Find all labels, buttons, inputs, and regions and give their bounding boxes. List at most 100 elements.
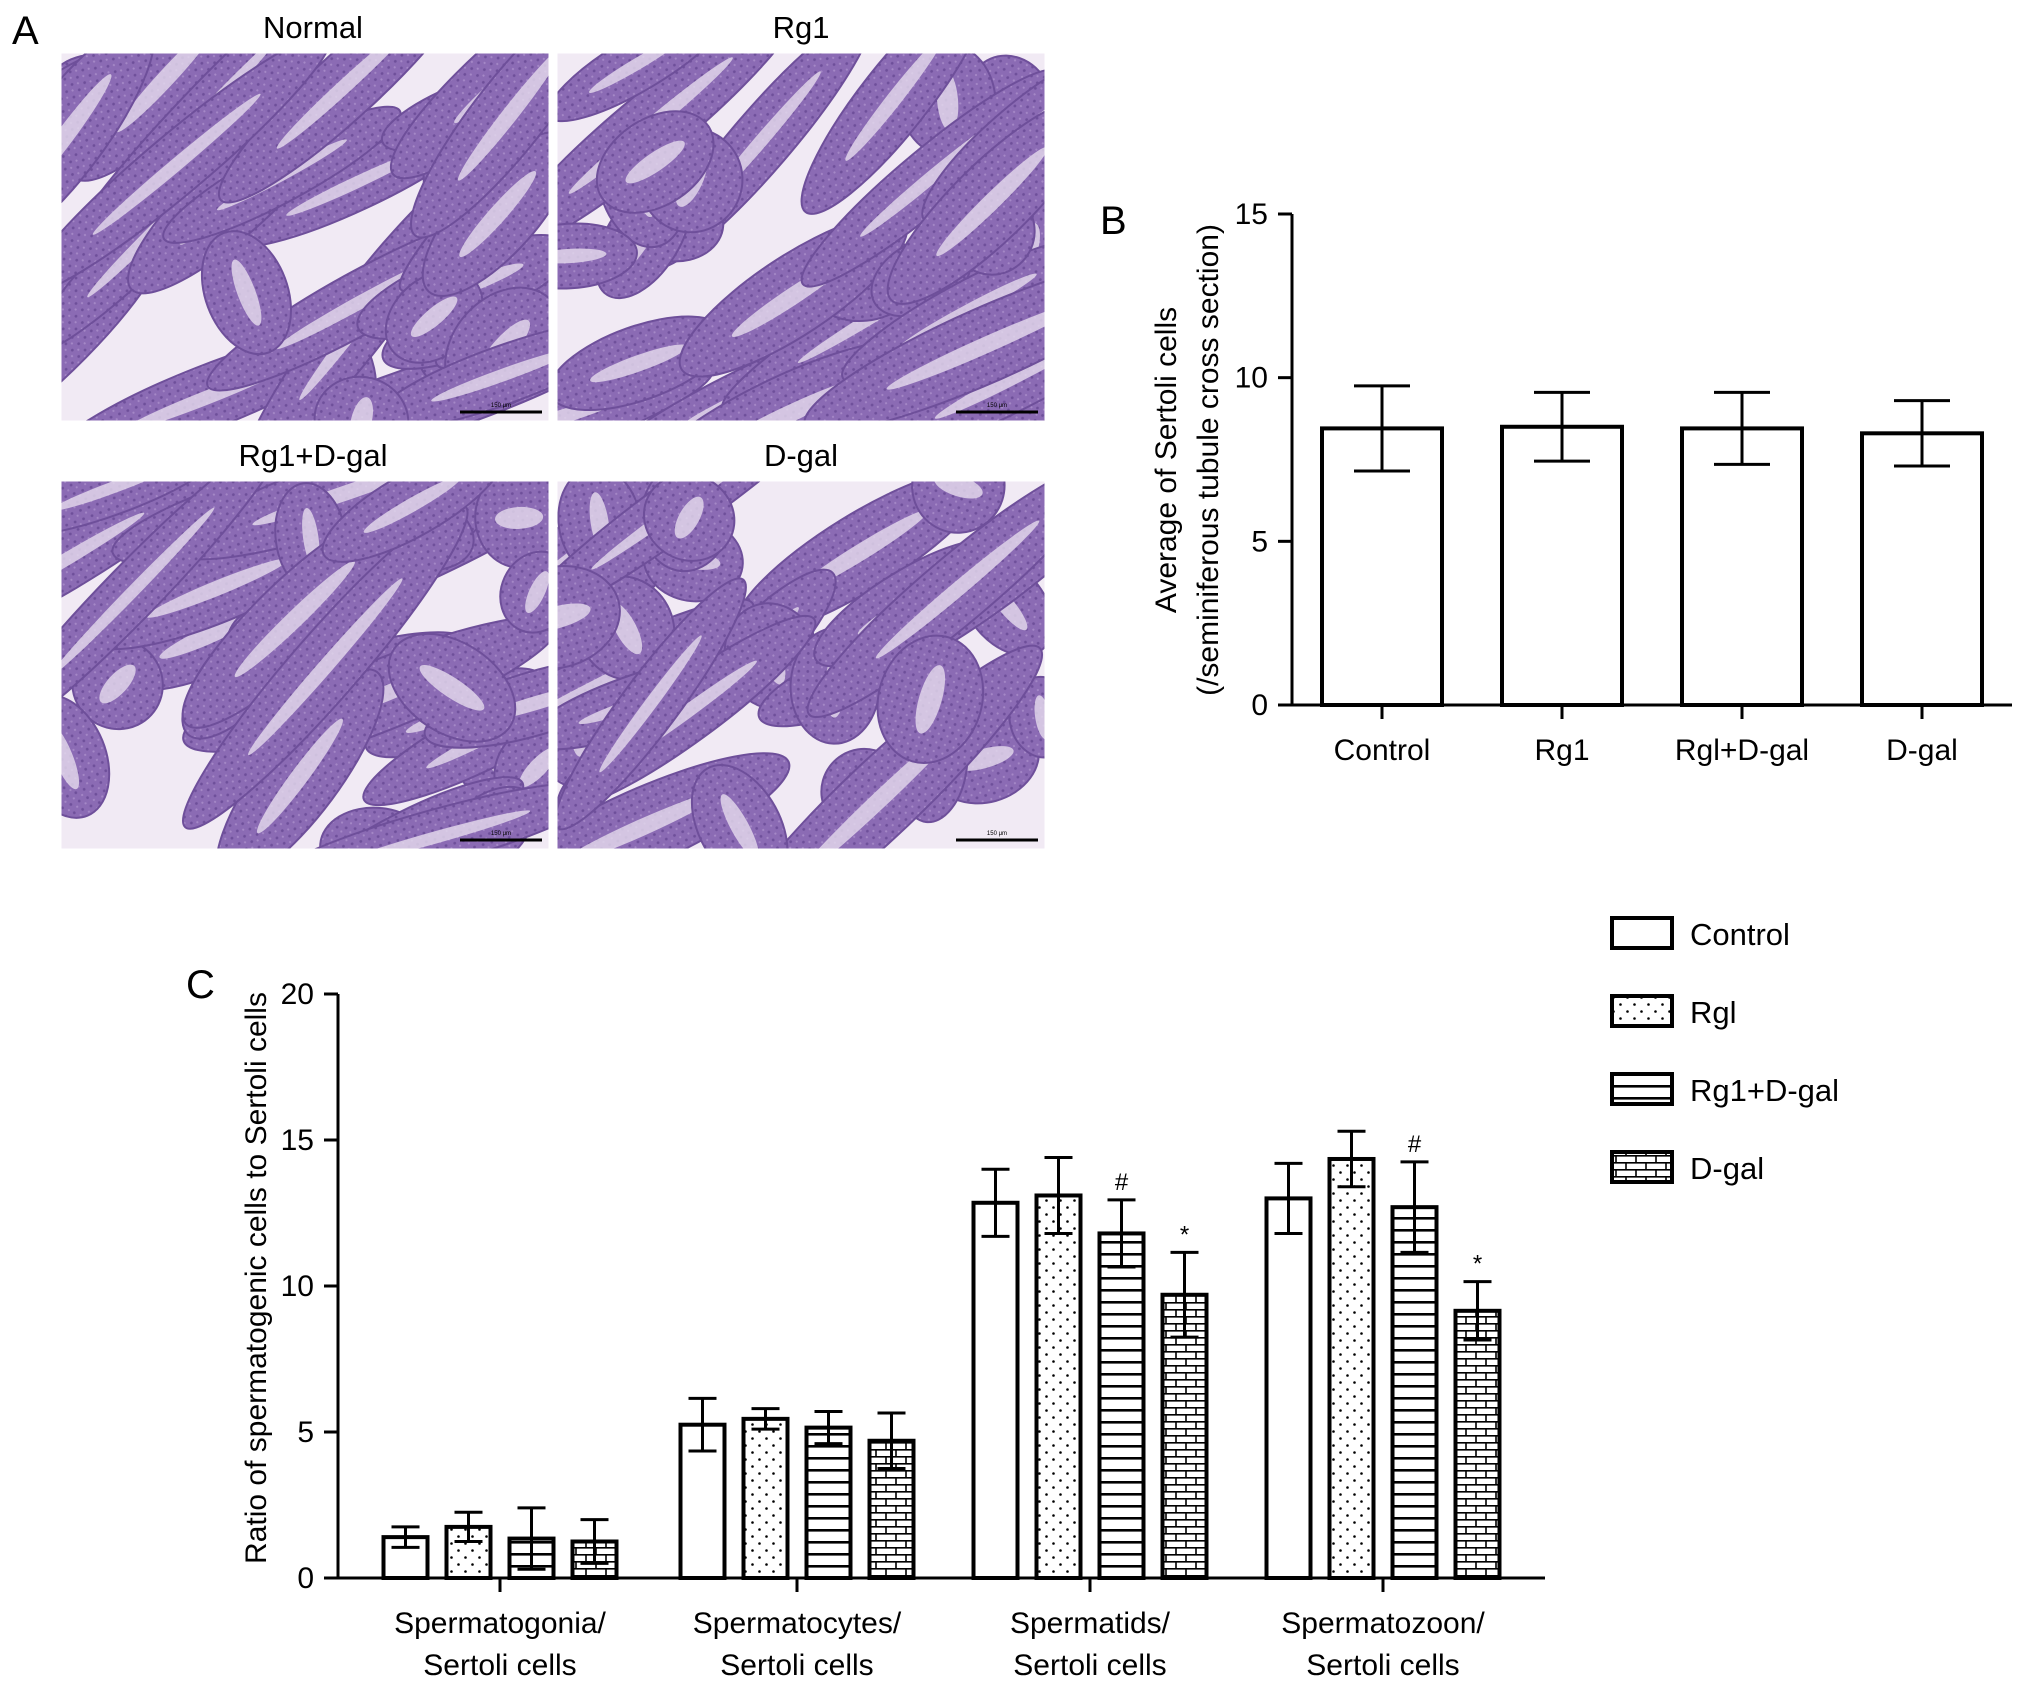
tubule-lumen — [457, 52, 550, 181]
chart-c-x-tick-label: Spermatids/ — [1010, 1607, 1171, 1640]
tubule-lumen — [915, 665, 946, 734]
chart-c-bar — [1034, 1193, 1083, 1580]
legend-swatch — [1610, 994, 1674, 1028]
tubule-lumen — [60, 74, 112, 198]
tubule-lumen — [588, 52, 687, 93]
tubule-lumen — [363, 480, 462, 533]
chart-c-y-tick-label: 10 — [281, 1270, 314, 1303]
legend-swatch — [1610, 1150, 1674, 1184]
chart-b-y-tick-label: 0 — [1251, 689, 1268, 722]
chart-c-y-tick-label: 5 — [297, 1416, 314, 1449]
chart-c-x-tick-label: Spermatocytes/ — [693, 1607, 902, 1640]
chart-c-legend: Control Rgl Rg1+D-gal D-gal — [1610, 916, 1839, 1186]
tubule-lumen — [248, 578, 403, 756]
chart-c-bar — [1160, 1292, 1209, 1580]
panel-label-b: B — [1100, 199, 1127, 243]
micrograph-panel: Normal Rg1 Rg1+D-gal D-gal 150 μm 150 μm… — [60, 10, 1046, 850]
tubule-lumen — [410, 296, 458, 338]
tubule-lumen — [845, 52, 945, 161]
tubule-lumen — [349, 397, 374, 422]
chart-b-x-tick-label: Rg1 — [1534, 734, 1589, 767]
chart-b-y-tick-label: 5 — [1251, 525, 1268, 558]
legend-label: Rgl — [1690, 995, 1737, 1030]
chart-b-x-tick-label: D-gal — [1886, 734, 1958, 767]
tubule-lumen — [99, 664, 136, 704]
tubule-lumen — [936, 146, 1046, 257]
chart-c-bar — [1453, 1308, 1502, 1580]
tubule-lumen — [276, 52, 415, 149]
tubule-lumen — [495, 506, 544, 529]
panel-label-c: C — [186, 963, 215, 1007]
chart-c-x-tick-label: Sertoli cells — [1306, 1649, 1459, 1682]
tubule-lumen — [674, 496, 704, 539]
chart-b-y-tick-label: 15 — [1235, 198, 1268, 231]
chart-b-y-tick-label: 10 — [1235, 362, 1268, 395]
chart-c-bar — [971, 1200, 1020, 1581]
chart-c-bar — [804, 1425, 853, 1580]
tubule-lumen — [590, 344, 688, 383]
tubule-lumen — [875, 520, 1040, 659]
chart-c-bar — [1264, 1196, 1313, 1581]
tubule-lumen — [60, 507, 215, 677]
chart-b-ylabel-line2: (/seminiferous tubule cross section) — [1192, 224, 1225, 696]
tubule-lumen — [556, 248, 607, 264]
micrograph-title-rg1-dgal: Rg1+D-gal — [238, 438, 387, 473]
chart-c-bar — [741, 1416, 790, 1580]
micrograph-dgal: 150 μm — [556, 480, 1046, 850]
sertoli-average-chart: Average of Sertoli cells (/seminiferous … — [1150, 198, 2012, 767]
tubule-lumen — [146, 558, 289, 618]
chart-b-bar — [1860, 431, 1984, 707]
chart-c-y-tick-label: 15 — [281, 1124, 314, 1157]
chart-c-bar — [1097, 1231, 1146, 1580]
significance-mark: * — [1473, 1251, 1482, 1278]
tubule-lumen — [886, 299, 1046, 390]
tubule-lumen — [1034, 695, 1046, 740]
micrograph-rg1-dgal: 150 μm — [60, 480, 550, 850]
chart-c-y-tick-label: 20 — [281, 978, 314, 1011]
micrograph-title-rg1: Rg1 — [773, 10, 830, 45]
chart-b-x-tick-label: Rgl+D-gal — [1675, 734, 1809, 767]
legend-swatch — [1610, 1072, 1674, 1106]
tubule-lumen — [459, 170, 537, 258]
chart-c-x-tick-label: Sertoli cells — [423, 1649, 576, 1682]
legend-label: Rg1+D-gal — [1690, 1073, 1839, 1108]
legend-label: Control — [1690, 917, 1790, 952]
chart-c-bar — [1327, 1156, 1376, 1580]
tubule-lumen — [559, 790, 723, 850]
tubule-lumen — [60, 723, 80, 790]
tubule-lumen — [525, 571, 550, 614]
chart-b-bar — [1680, 426, 1804, 707]
tubule-lumen — [419, 665, 485, 711]
micrograph-title-dgal: D-gal — [764, 438, 838, 473]
chart-c-x-tick-label: Spermatogonia/ — [394, 1607, 606, 1640]
tubule-lumen — [234, 560, 355, 678]
scale-bar-label: 150 μm — [491, 403, 511, 409]
micrograph-title-normal: Normal — [263, 10, 363, 45]
chart-c-x-tick-label: Sertoli cells — [720, 1649, 873, 1682]
chart-b-ylabel-line1: Average of Sertoli cells — [1150, 307, 1183, 613]
chart-b-x-tick-label: Control — [1334, 734, 1431, 767]
tubule-lumen — [92, 93, 261, 235]
tubule-lumen — [338, 810, 531, 850]
chart-c-x-tick-label: Sertoli cells — [1013, 1649, 1166, 1682]
tubule-lumen — [431, 348, 550, 402]
scale-bar-label: 150 μm — [491, 831, 511, 837]
tubule-lumen — [256, 718, 343, 834]
tubule-lumen — [116, 52, 220, 133]
tubule-lumen — [519, 747, 550, 788]
tubule-lumen — [934, 480, 983, 499]
scale-bar-label: 150 μm — [987, 831, 1007, 837]
chart-c-bar — [1390, 1205, 1439, 1581]
spermatogenic-ratio-chart: Ratio of spermatogenic cells to Sertoli … — [240, 978, 1545, 1682]
significance-mark: # — [1115, 1169, 1129, 1196]
tubule-lumen — [720, 794, 759, 850]
significance-mark: * — [1180, 1221, 1189, 1248]
chart-b-bar — [1320, 426, 1444, 707]
chart-c-x-tick-label: Spermatozoon/ — [1281, 1607, 1485, 1640]
tubule-lumen — [60, 480, 176, 511]
scale-bar-label: 150 μm — [987, 403, 1007, 409]
chart-c-ylabel: Ratio of spermatogenic cells to Sertoli … — [240, 992, 273, 1564]
tubule-lumen — [599, 635, 702, 773]
panel-label-a: A — [12, 9, 39, 53]
